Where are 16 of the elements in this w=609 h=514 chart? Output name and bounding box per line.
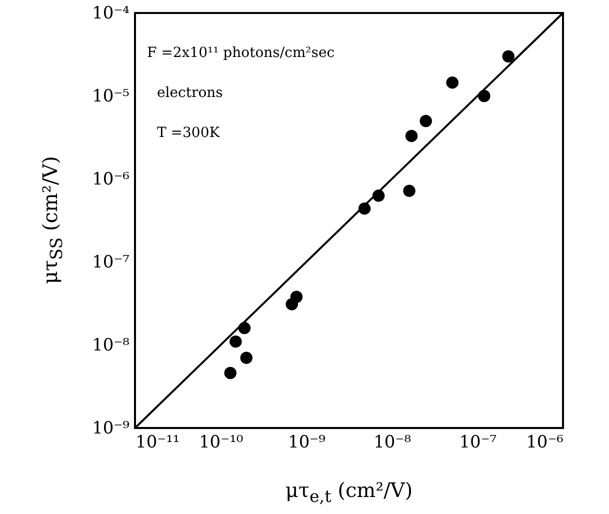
x-tick-label: 10⁻⁹	[288, 432, 326, 452]
x-tick-label: 10⁻⁷	[459, 432, 497, 452]
y-tick-label: 10⁻⁸	[92, 336, 130, 356]
x-tick-label: 10⁻¹⁰	[198, 432, 244, 452]
y-tick-label: 10⁻⁹	[92, 418, 130, 438]
x-tick-label: 10⁻¹¹	[136, 432, 180, 452]
x-axis-title: μτ$_{e,t}$ (cm²/V)	[285, 478, 413, 506]
annotation: electrons	[157, 85, 223, 101]
y-tick-label: 10⁻⁶	[92, 170, 130, 190]
x-tick-label: 10⁻⁸	[374, 432, 412, 452]
y-tick-label: 10⁻⁵	[92, 86, 130, 106]
annotation: F =2x10¹¹ photons/cm²sec	[147, 45, 335, 61]
y-tick-label: 10⁻⁷	[92, 252, 130, 272]
annotation: T =300K	[157, 125, 220, 141]
x-tick-label: 10⁻⁶	[526, 432, 564, 452]
y-tick-label: 10⁻⁴	[92, 4, 130, 24]
